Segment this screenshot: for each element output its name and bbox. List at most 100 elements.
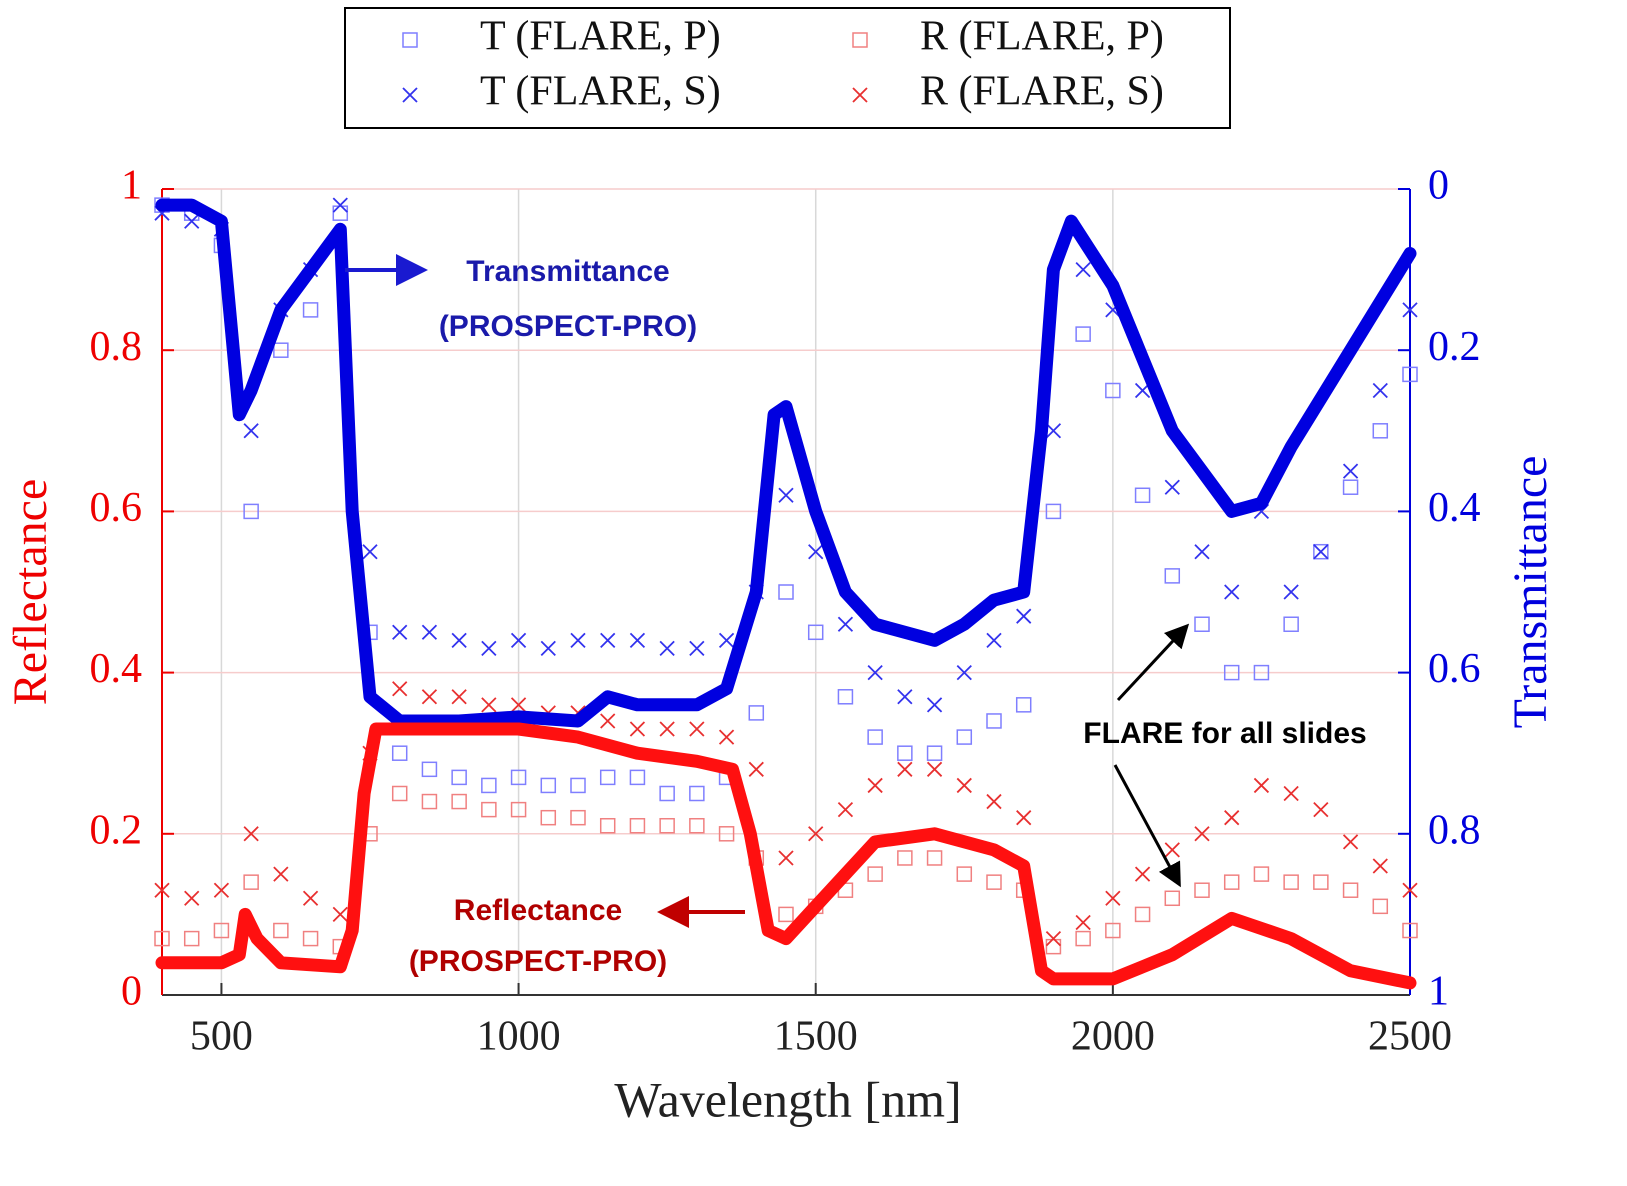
square-marker xyxy=(1283,874,1299,890)
cross-marker xyxy=(392,681,408,697)
model-line xyxy=(155,722,1417,990)
cross-marker xyxy=(1016,810,1032,826)
cross-marker xyxy=(1313,544,1329,560)
square-marker xyxy=(1372,423,1389,439)
cross-marker xyxy=(184,213,200,229)
cross-marker xyxy=(451,632,467,648)
square-marker xyxy=(807,624,824,641)
square-marker xyxy=(1164,890,1181,907)
cross-marker xyxy=(659,640,675,657)
cross-marker xyxy=(1253,777,1270,794)
cross-marker xyxy=(718,632,735,648)
cross-marker xyxy=(184,890,200,906)
square-marker xyxy=(778,584,794,600)
square-marker xyxy=(718,826,735,842)
cross-marker xyxy=(986,793,1002,810)
y2-tick-label: 0.2 xyxy=(1428,324,1481,370)
legend-label: R (FLARE, S) xyxy=(920,69,1164,115)
cross-marker xyxy=(362,544,378,560)
square-marker xyxy=(659,817,675,834)
cross-marker xyxy=(481,697,497,713)
annotation: FLARE for all slides xyxy=(1083,717,1366,750)
cross-marker xyxy=(1372,858,1388,874)
cross-marker xyxy=(510,697,527,713)
square-marker xyxy=(243,503,259,520)
cross-marker xyxy=(808,544,824,560)
cross-marker xyxy=(629,632,646,648)
square-marker xyxy=(332,205,349,221)
cross-marker xyxy=(481,640,497,657)
square-marker xyxy=(956,729,973,745)
square-marker xyxy=(570,809,586,826)
y2-tick-label: 1 xyxy=(1428,969,1449,1015)
legend-item: T (FLARE, S) xyxy=(402,69,721,115)
cross-marker xyxy=(1283,584,1299,600)
cross-marker xyxy=(1402,302,1418,318)
square-marker xyxy=(748,705,765,721)
cross-marker xyxy=(926,697,943,713)
square-marker xyxy=(540,777,557,794)
annotation: Transmittance xyxy=(466,255,669,288)
square-marker xyxy=(1402,366,1418,383)
cross-marker xyxy=(1372,382,1388,399)
legend-item: T (FLARE, P) xyxy=(402,14,721,60)
y2-tick-label: 0.6 xyxy=(1428,646,1481,692)
square-marker xyxy=(391,745,408,761)
cross-marker xyxy=(1194,544,1210,560)
square-marker xyxy=(1372,898,1389,915)
cross-marker xyxy=(837,616,854,632)
square-marker xyxy=(1313,543,1329,560)
square-marker xyxy=(451,793,467,810)
square-marker xyxy=(1164,568,1181,584)
y-tick-label: 0 xyxy=(121,969,142,1015)
x-axis-label: Wavelength [nm] xyxy=(614,1071,961,1127)
cross-marker xyxy=(956,777,972,794)
cross-marker xyxy=(659,721,675,737)
legend-label: T (FLARE, P) xyxy=(480,14,721,60)
square-marker xyxy=(243,874,259,890)
arrow xyxy=(1113,764,1181,888)
cross-marker xyxy=(897,761,913,777)
square-marker xyxy=(273,342,289,358)
cross-marker xyxy=(956,664,972,681)
square-marker xyxy=(1105,382,1121,399)
cross-marker xyxy=(1342,463,1359,479)
square-marker xyxy=(1253,866,1270,882)
cross-marker xyxy=(1224,810,1240,826)
cross-marker xyxy=(1224,584,1240,600)
cross-marker xyxy=(332,197,348,213)
cross-marker xyxy=(600,713,616,729)
cross-marker xyxy=(1134,866,1151,882)
square-marker xyxy=(599,817,616,834)
square-marker xyxy=(510,769,527,786)
cross-marker xyxy=(897,689,913,705)
legend-symbol xyxy=(852,32,868,48)
legend-label: R (FLARE, P) xyxy=(920,14,1164,60)
square-marker xyxy=(1253,664,1270,681)
cross-marker xyxy=(837,801,854,818)
y-axis-label: Reflectance xyxy=(4,479,57,706)
square-marker xyxy=(421,793,438,810)
cross-marker xyxy=(778,487,794,503)
x-tick-label: 500 xyxy=(190,1014,253,1060)
cross-marker xyxy=(718,729,735,745)
cross-marker xyxy=(867,664,883,681)
cross-marker xyxy=(689,640,705,657)
cross-marker xyxy=(332,906,348,923)
legend-item: R (FLARE, P) xyxy=(852,14,1164,60)
cross-marker xyxy=(1342,834,1359,850)
y-tick-label: 1 xyxy=(121,163,142,209)
square-marker xyxy=(629,817,646,834)
cross-marker xyxy=(629,721,646,737)
cross-marker xyxy=(243,423,259,439)
x-tick-label: 2500 xyxy=(1368,1014,1452,1060)
y2-tick-label: 0.4 xyxy=(1428,485,1481,531)
cross-marker xyxy=(302,890,319,906)
square-marker xyxy=(986,874,1002,890)
square-marker xyxy=(926,745,943,761)
square-marker xyxy=(1194,882,1210,898)
cross-marker xyxy=(1283,785,1299,802)
legend-item: R (FLARE, S) xyxy=(852,69,1164,115)
legend-symbol xyxy=(402,87,418,103)
